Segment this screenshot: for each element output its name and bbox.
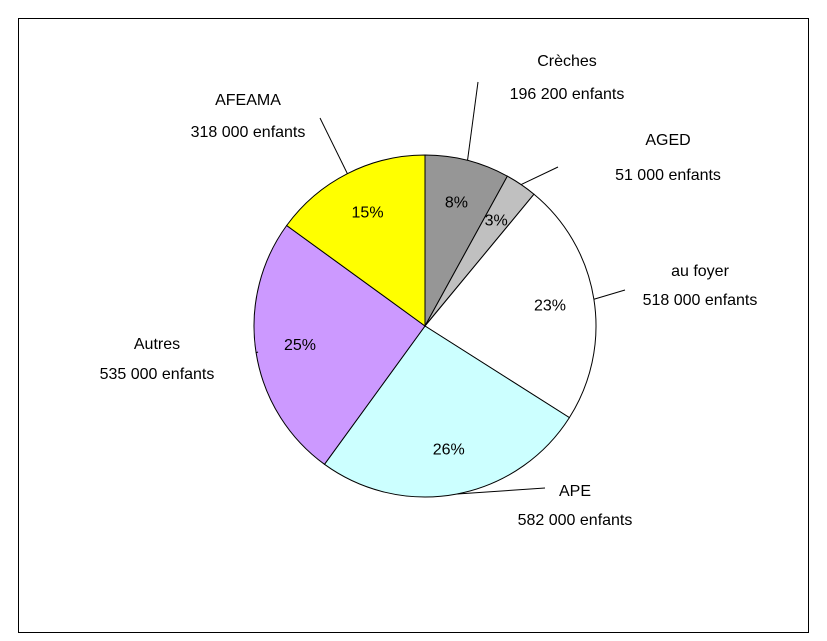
category-label: AGED [645,132,690,149]
leader-line [593,289,626,300]
pie-slice [424,193,597,419]
leader-line [255,351,259,354]
category-sublabel: 196 200 enfants [510,86,625,103]
value-label: 8% [445,195,468,212]
value-label: 26% [433,442,465,459]
category-sublabel: 582 000 enfants [518,512,633,529]
leader-line [457,487,546,495]
category-label: AFEAMA [215,92,281,109]
leader-line [319,117,348,174]
category-label: APE [559,483,591,500]
category-sublabel: 318 000 enfants [191,124,306,141]
category-label: Autres [134,336,180,353]
leader-line [520,166,559,186]
value-label: 25% [284,337,316,354]
category-label: Crèches [537,53,597,70]
pie-slice [285,154,426,327]
category-sublabel: 535 000 enfants [100,366,215,383]
category-label: au foyer [671,263,729,280]
leader-line [467,81,479,161]
category-sublabel: 51 000 enfants [615,167,721,184]
value-label: 3% [485,213,508,230]
value-label: 15% [352,204,384,221]
value-label: 23% [534,297,566,314]
category-sublabel: 518 000 enfants [643,292,758,309]
